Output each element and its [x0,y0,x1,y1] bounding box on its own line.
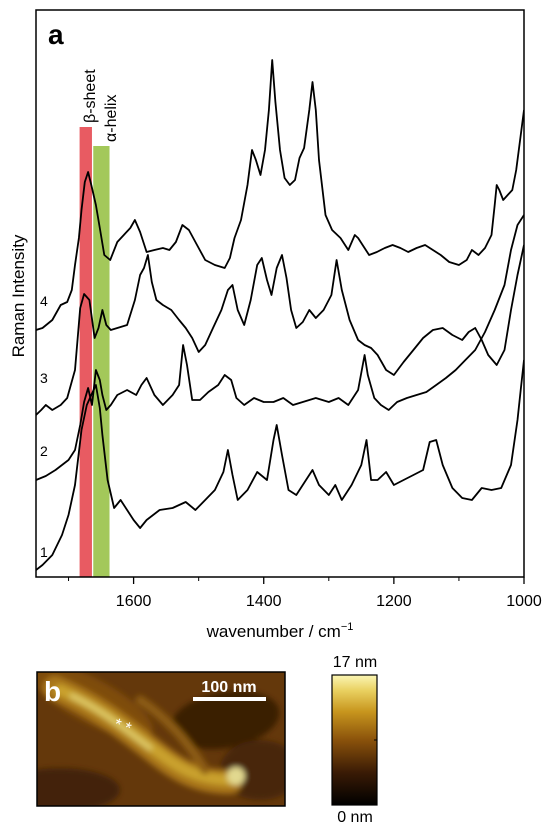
y-axis-label: Raman Intensity [9,234,28,357]
measurement-markers: * * [112,716,134,738]
series-label-3: 3 [40,370,48,386]
colorbar [331,674,378,806]
afm-frame [36,671,286,807]
spectra [36,59,524,571]
plot-frame [35,9,525,578]
x-axis-label-superscript: −1 [341,621,354,633]
beta-sheet-band [79,127,92,577]
colorbar-max-label: 17 nm [333,654,377,671]
x-tick-label-1000: 1000 [506,593,542,610]
beta-sheet-label: β-sheet [82,69,99,123]
x-axis-ticks: 1600 1400 1200 1000 [68,577,542,610]
alpha-helix-band [93,146,110,577]
series-label-2: 2 [40,443,48,459]
x-tick-label-1400: 1400 [246,593,282,610]
x-axis-label-text: wavenumber / cm [206,622,341,641]
spectrum-4 [36,59,524,331]
x-axis-label: wavenumber / cm−1 [206,621,354,641]
panel-a: 1600 1400 1200 1000 a β-sheet α-helix Raman… [9,9,542,641]
series-labels: 1 2 3 4 [40,293,48,560]
panel-label-a: a [48,19,64,50]
panel-label-b: b [44,676,61,707]
scale-bar [193,697,266,701]
series-label-1: 1 [40,544,48,560]
afm-image [37,672,285,806]
spectrum-3 [36,244,524,416]
colorbar-min-label: 0 nm [337,809,373,826]
x-tick-label-1600: 1600 [116,593,152,610]
x-tick-label-1200: 1200 [376,593,412,610]
alpha-helix-label: α-helix [103,95,120,142]
spectrum-2 [36,214,524,481]
series-label-4: 4 [40,293,48,309]
panel-b: b 100 nm * * 17 nm 0 nm [36,654,378,826]
spectrum-1 [36,359,524,571]
scale-bar-label: 100 nm [201,679,256,696]
